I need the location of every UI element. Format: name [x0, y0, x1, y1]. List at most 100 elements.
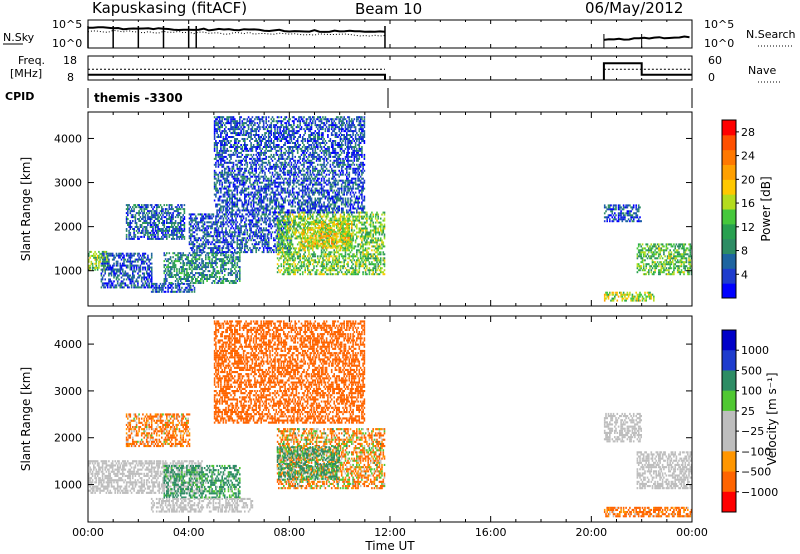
scatter-cell	[213, 134, 216, 136]
scatter-cell	[154, 212, 157, 215]
scatter-cell	[149, 218, 152, 220]
scatter-cell	[217, 229, 220, 232]
scatter-cell	[111, 284, 114, 287]
scatter-cell	[171, 268, 173, 271]
scatter-cell	[317, 217, 319, 220]
scatter-cell	[227, 217, 230, 220]
scatter-cell	[259, 219, 261, 222]
scatter-cell	[101, 276, 104, 279]
scatter-cell	[125, 274, 128, 277]
scatter-cell	[193, 245, 196, 248]
scatter-cell	[138, 256, 140, 259]
scatter-cell	[179, 262, 182, 265]
scatter-cell	[182, 220, 184, 222]
scatter-cell	[281, 225, 284, 228]
scatter-cell	[100, 272, 103, 275]
scatter-cell	[144, 268, 147, 271]
scatter-cell	[120, 276, 123, 279]
scatter-cell	[127, 214, 129, 217]
scatter-cell	[378, 265, 381, 268]
scatter-cell	[128, 254, 130, 257]
scatter-cell	[289, 273, 291, 276]
scatter-cell	[356, 269, 358, 272]
scatter-cell	[349, 240, 352, 243]
scatter-cell	[319, 228, 322, 231]
scatter-cell	[186, 268, 188, 271]
scatter-cell	[379, 253, 382, 256]
scatter-cell	[153, 206, 155, 209]
scatter-cell	[325, 257, 328, 260]
scatter-cell	[142, 258, 144, 261]
scatter-cell	[184, 254, 187, 257]
scatter-cell	[150, 235, 153, 238]
scatter-cell	[207, 254, 210, 257]
scatter-cell	[200, 282, 202, 284]
scatter-cell	[193, 249, 196, 252]
scatter-cell	[315, 220, 318, 223]
scatter-cell	[383, 265, 386, 268]
scatter-cell	[137, 264, 139, 267]
scatter-cell	[134, 206, 137, 209]
scatter-cell	[101, 268, 104, 271]
scatter-cell	[364, 225, 367, 228]
scatter-cell	[303, 219, 305, 222]
scatter-cell	[294, 271, 296, 274]
scatter-cell	[361, 241, 363, 244]
scatter-cell	[223, 169, 226, 172]
scatter-cell	[183, 290, 186, 293]
scatter-cell	[342, 224, 344, 227]
scatter-cell	[103, 256, 105, 259]
scatter-cell	[312, 236, 314, 239]
scatter-cell	[148, 286, 150, 289]
scatter-cell	[348, 236, 351, 239]
scatter-cell	[327, 232, 329, 235]
scatter-cell	[261, 217, 264, 220]
scatter-cell	[377, 227, 379, 230]
scatter-cell	[176, 226, 178, 228]
scatter-cell	[307, 273, 309, 276]
scatter-cell	[138, 220, 140, 222]
scatter-cell	[155, 218, 158, 220]
scatter-cell	[217, 219, 220, 222]
scatter-cell	[357, 257, 359, 260]
scatter-cell	[226, 138, 228, 140]
scatter-cell	[191, 266, 193, 269]
scatter-cell	[240, 227, 242, 230]
scatter-cell	[176, 233, 178, 236]
scatter-cell	[274, 225, 276, 228]
scatter-cell	[366, 227, 368, 230]
scatter-cell	[358, 259, 361, 262]
scatter-cell	[359, 261, 362, 264]
scatter-cell	[189, 237, 192, 240]
scatter-cell	[226, 132, 228, 135]
scatter-cell	[239, 181, 241, 184]
scatter-cell	[296, 243, 299, 246]
scatter-cell	[135, 266, 138, 269]
scatter-cell	[278, 213, 280, 216]
scatter-cell	[312, 247, 314, 250]
scatter-cell	[135, 222, 138, 224]
scatter-cell	[342, 267, 344, 270]
scatter-cell	[127, 218, 129, 220]
scatter-cell	[203, 235, 206, 238]
scatter-cell	[149, 258, 152, 261]
scatter-cell	[257, 217, 260, 220]
scatter-cell	[177, 254, 179, 257]
scatter-cell	[267, 245, 270, 248]
scatter-cell	[130, 216, 133, 219]
scatter-cell	[225, 126, 227, 129]
scatter-cell	[337, 263, 339, 266]
scatter-cell	[148, 260, 150, 263]
scatter-cell	[144, 266, 147, 269]
scatter-cell	[344, 217, 347, 220]
scatter-cell	[291, 263, 294, 266]
scatter-cell	[357, 273, 359, 276]
scatter-cell	[247, 249, 250, 252]
scatter-cell	[329, 232, 332, 235]
scatter-cell	[208, 213, 211, 216]
scatter-cell	[320, 232, 323, 235]
scatter-cell	[358, 271, 361, 274]
scatter-cell	[172, 235, 174, 238]
scatter-cell	[207, 266, 210, 269]
